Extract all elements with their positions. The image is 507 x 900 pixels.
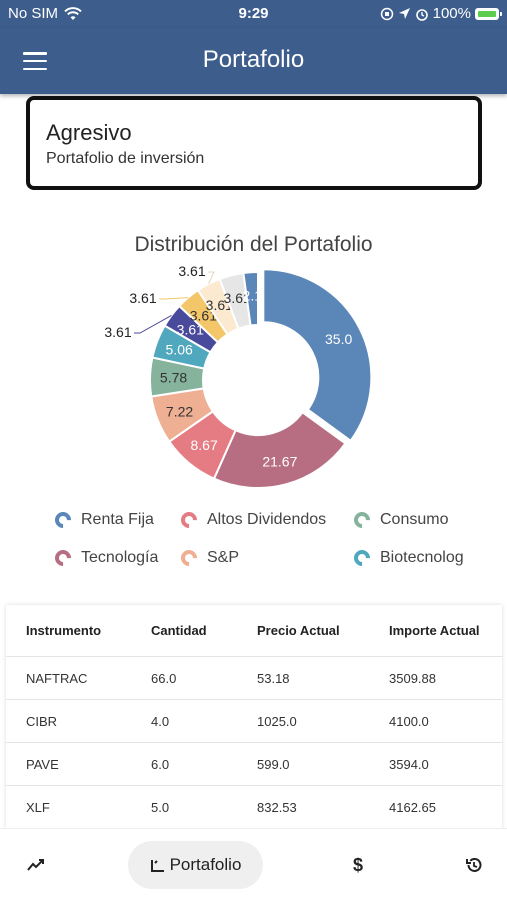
cell-instrumento: PAVE xyxy=(26,756,59,772)
chart-title: Distribución del Portafolio xyxy=(134,233,373,256)
slice-label: 21.67 xyxy=(262,454,297,470)
orientation-lock-icon xyxy=(380,7,393,20)
header-instrumento[interactable]: Instrumento xyxy=(26,623,102,638)
table-row[interactable]: XLF 5.0 832.53 4162.65 xyxy=(6,786,502,829)
slice-label: 3.61 xyxy=(224,290,251,306)
callout-line xyxy=(134,314,172,334)
legend-label: Consumo xyxy=(380,511,449,528)
slice-label: 8.67 xyxy=(190,437,217,453)
nav-transactions-button[interactable]: $ xyxy=(336,841,380,889)
cell-precio: 832.53 xyxy=(257,799,297,815)
battery-icon xyxy=(475,7,502,20)
table-row[interactable]: NAFTRAC 66.0 53.18 3509.88 xyxy=(6,657,502,700)
nav-portfolio-button[interactable]: Portafolio xyxy=(128,841,263,889)
header-importe-actual[interactable]: Importe Actual xyxy=(389,623,480,638)
cell-cantidad: 6.0 xyxy=(151,756,170,772)
cell-cantidad: 4.0 xyxy=(151,713,170,729)
battery-percent: 100% xyxy=(432,5,471,22)
callout-line xyxy=(159,297,189,300)
callout-label: 3.61 xyxy=(129,290,156,306)
legend-item-sp[interactable]: S&P xyxy=(177,546,240,570)
legend-marker-icon xyxy=(51,546,75,570)
donut-slice[interactable] xyxy=(262,268,373,443)
menu-icon-line xyxy=(23,59,47,63)
header-cantidad[interactable]: Cantidad xyxy=(151,623,207,638)
legend-marker-icon xyxy=(350,508,374,532)
cell-instrumento: XLF xyxy=(26,799,50,815)
table-header: Instrumento Cantidad Precio Actual Impor… xyxy=(6,605,502,657)
callout-label: 3.61 xyxy=(104,324,131,340)
chart-legend: Renta Fija Altos Dividendos Consumo Tecn… xyxy=(0,505,507,580)
nav-portfolio-label: Portafolio xyxy=(169,855,242,874)
table-row[interactable]: PAVE 6.0 599.0 3594.0 xyxy=(6,743,502,786)
legend-label: S&P xyxy=(207,549,240,566)
cell-instrumento: CIBR xyxy=(26,713,58,729)
cell-precio: 599.0 xyxy=(257,756,290,772)
cell-cantidad: 5.0 xyxy=(151,799,170,815)
cell-importe: 3594.0 xyxy=(389,756,429,772)
page-title: Portafolio xyxy=(202,46,305,73)
menu-icon xyxy=(23,52,47,55)
slice-label: 2.1 xyxy=(243,288,263,304)
menu-icon-line xyxy=(23,67,47,70)
status-bar: No SIM 9:29 100% xyxy=(0,0,507,28)
legend-marker-icon xyxy=(350,546,374,570)
callout-label: 3.61 xyxy=(178,263,205,279)
legend-item-biotecnolog[interactable]: Biotecnolog xyxy=(350,546,464,570)
cell-importe: 4162.65 xyxy=(389,799,436,815)
nav-performance-button[interactable] xyxy=(14,841,58,889)
header-precio-actual[interactable]: Precio Actual xyxy=(257,623,340,638)
slice-label: 3.61 xyxy=(177,321,204,337)
portfolio-subtitle: Portafolio de inversión xyxy=(46,150,205,167)
cell-importe: 4100.0 xyxy=(389,713,429,729)
legend-item-consumo[interactable]: Consumo xyxy=(350,508,449,532)
cell-instrumento: NAFTRAC xyxy=(26,670,88,686)
bottom-navigation: Portafolio $ xyxy=(0,828,507,900)
alarm-icon xyxy=(415,8,428,21)
history-icon xyxy=(466,858,482,872)
donut-slice[interactable] xyxy=(242,270,259,327)
slice-label: 5.06 xyxy=(166,342,193,358)
legend-item-renta-fija[interactable]: Renta Fija xyxy=(51,508,154,532)
dollar-icon: $ xyxy=(352,854,363,875)
slice-label: 3.61 xyxy=(190,308,217,324)
cell-precio: 1025.0 xyxy=(257,713,297,729)
slice-label: 5.78 xyxy=(160,370,187,386)
wifi-icon xyxy=(64,6,82,20)
legend-marker-icon xyxy=(177,546,201,570)
donut-chart: 35.021.678.677.225.785.063.613.613.613.6… xyxy=(104,263,373,489)
location-icon xyxy=(398,8,410,19)
legend-item-tecnologia[interactable]: Tecnología xyxy=(51,546,159,570)
status-time: 9:29 xyxy=(238,5,269,22)
legend-item-altos-dividendos[interactable]: Altos Dividendos xyxy=(177,508,327,532)
slice-label: 3.61 xyxy=(206,297,233,313)
cell-precio: 53.18 xyxy=(257,670,290,686)
trending-up-icon xyxy=(27,859,44,871)
nav-history-button[interactable] xyxy=(452,841,496,889)
legend-label: Altos Dividendos xyxy=(207,511,327,528)
portfolio-name: Agresivo xyxy=(46,120,132,145)
legend-label: Biotecnolog xyxy=(380,549,464,566)
callout-line xyxy=(208,271,215,285)
cell-cantidad: 66.0 xyxy=(151,670,177,686)
table-row[interactable]: CIBR 4.0 1025.0 4100.0 xyxy=(6,700,502,743)
legend-label: Renta Fija xyxy=(81,511,154,528)
portfolio-card[interactable]: Agresivo Portafolio de inversión xyxy=(26,96,482,190)
portfolio-icon xyxy=(150,860,164,872)
legend-marker-icon xyxy=(51,508,75,532)
menu-button[interactable] xyxy=(20,48,50,74)
carrier-label: No SIM xyxy=(8,5,59,22)
cell-importe: 3509.88 xyxy=(389,670,436,686)
holdings-table: Instrumento Cantidad Precio Actual Impor… xyxy=(6,605,502,829)
legend-label: Tecnología xyxy=(81,549,159,566)
slice-label: 35.0 xyxy=(325,331,352,347)
legend-marker-icon xyxy=(177,508,201,532)
app-bar: Portafolio xyxy=(0,28,507,94)
slice-label: 7.22 xyxy=(166,403,193,419)
